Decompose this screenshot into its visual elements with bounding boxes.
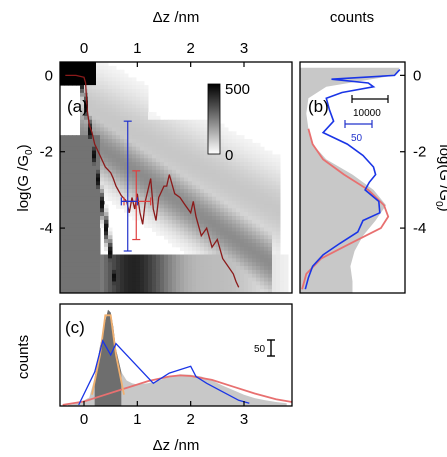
- panel-b-label: (b): [308, 97, 329, 116]
- b-blue: [304, 69, 401, 290]
- scalebar-gray: 10000: [351, 95, 389, 119]
- top-xtick-label: 0: [80, 40, 88, 57]
- scalebar-blue-label: 50: [351, 133, 363, 144]
- right-ytick-label: 0: [413, 67, 421, 84]
- top-xtick-label: 2: [186, 40, 194, 57]
- panel-c-label: (c): [65, 318, 85, 337]
- ylabel-right: log(G /G0): [433, 144, 447, 211]
- c-fit_orange: [91, 314, 125, 395]
- conductance-trace: [65, 74, 240, 288]
- bottom-xtick-label: 1: [133, 411, 141, 428]
- left-ytick-label: 0: [45, 67, 53, 84]
- errorbar-blue: [120, 120, 138, 252]
- panel-b: 0 -2 -4 (b) 10000 50: [299, 61, 426, 294]
- panel-a-label: (a): [67, 97, 88, 116]
- scalebar-blue: 50: [344, 120, 373, 144]
- scalebar-c-label: 50: [254, 344, 266, 355]
- bottom-axis-label: Δz /nm: [153, 437, 200, 454]
- bottom-xtick-label: 3: [240, 411, 248, 428]
- top-xtick-label: 1: [133, 40, 141, 57]
- bottom-xtick-label: 0: [80, 411, 88, 428]
- c-fit_pink: [62, 374, 292, 406]
- bottom-xtick-label: 2: [186, 411, 194, 428]
- scalebar-gray-label: 10000: [353, 108, 381, 119]
- panel-c: 0 1 2 3 (c) 50: [59, 303, 293, 428]
- colorbar-tick-min: 0: [225, 147, 233, 164]
- panel-b-frame: [299, 61, 406, 294]
- panel-a-frame: [59, 61, 293, 294]
- scalebar-c: 50: [254, 339, 275, 357]
- c-blue: [78, 339, 250, 406]
- b-fit_pink: [301, 128, 390, 290]
- panel-a: 0 1 2 3 0 -2 -4 500 0 (a): [40, 40, 293, 294]
- c-dark-peak: [94, 309, 122, 406]
- panel-c-frame: [59, 303, 293, 407]
- top-xtick-label: 3: [240, 40, 248, 57]
- left-ytick-label: -2: [40, 144, 53, 161]
- right-ytick-label: -2: [413, 144, 426, 161]
- counts-label-top: counts: [330, 9, 374, 26]
- left-ytick-label: -4: [40, 220, 53, 237]
- ylabel-left: log(G /G0): [15, 144, 35, 211]
- right-ytick-label: -4: [413, 220, 426, 237]
- colorbar-tick-max: 500: [225, 81, 250, 98]
- counts-label-left: counts: [15, 335, 32, 379]
- b-gray-histogram: [300, 67, 400, 293]
- colorbar: [207, 83, 221, 155]
- c-gray-histogram: [68, 309, 287, 406]
- top-axis-label: Δz /nm: [153, 9, 200, 26]
